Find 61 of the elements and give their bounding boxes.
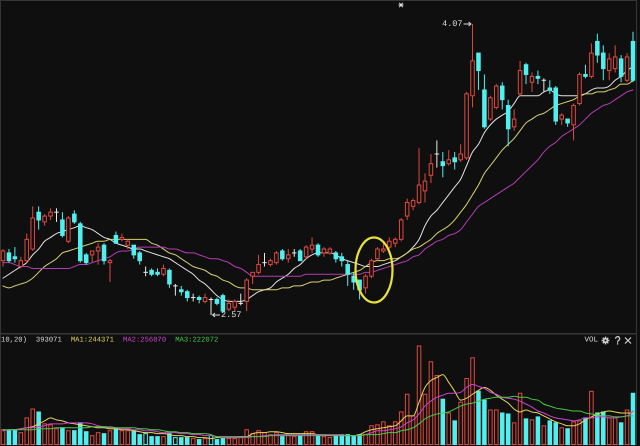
candlestick	[190, 293, 196, 302]
candlestick	[172, 283, 178, 296]
candlestick	[434, 140, 440, 168]
candlestick	[126, 238, 130, 250]
candlestick	[280, 248, 285, 262]
candlestick	[102, 242, 106, 266]
bar	[196, 439, 202, 445]
candlestick	[512, 108, 516, 132]
candlestick	[72, 210, 77, 224]
candlestick	[202, 293, 208, 304]
bar	[440, 398, 446, 445]
candlestick	[500, 82, 505, 110]
annotation: 4.07	[442, 19, 463, 29]
candlestick	[316, 242, 320, 258]
candlestick	[518, 60, 522, 96]
candlestick	[571, 103, 576, 141]
bar	[298, 435, 302, 445]
bar	[102, 433, 106, 445]
candlestick	[541, 78, 547, 92]
bar	[524, 418, 528, 445]
candlestick	[440, 152, 446, 178]
candlestick	[506, 99, 510, 147]
bar	[630, 392, 636, 445]
bar	[452, 420, 457, 445]
candlestick	[298, 248, 302, 262]
candlestick	[167, 268, 172, 288]
candlestick	[446, 150, 452, 166]
candlestick	[54, 208, 60, 222]
bar	[60, 427, 65, 445]
bar	[618, 422, 624, 445]
candlestick	[452, 152, 457, 170]
candlestick	[161, 264, 166, 277]
candlestick	[291, 248, 297, 258]
candlestick	[624, 52, 630, 83]
candlestick	[530, 72, 534, 92]
candlestick	[36, 206, 41, 230]
bar	[114, 428, 118, 445]
candlestick	[286, 248, 291, 264]
candlestick	[208, 297, 214, 316]
candlestick	[536, 70, 540, 85]
candlestick	[618, 54, 624, 83]
candlestick	[60, 212, 65, 238]
candlestick	[524, 62, 528, 85]
candlestick	[66, 216, 71, 244]
candlestick	[262, 252, 268, 267]
annotation: 2.57	[221, 310, 242, 320]
candlestick	[589, 42, 594, 79]
candlestick	[583, 64, 588, 79]
candlestick	[244, 278, 249, 312]
candlestick	[108, 258, 112, 283]
candlestick	[142, 266, 148, 277]
candlestick	[345, 260, 350, 286]
candlestick	[114, 231, 118, 244]
bar	[36, 411, 41, 445]
bar	[583, 417, 588, 445]
bar	[280, 436, 285, 445]
candlestick	[476, 52, 481, 90]
candlestick	[559, 112, 564, 126]
bar	[536, 416, 540, 445]
candlestick	[428, 153, 434, 184]
bar	[565, 428, 570, 445]
